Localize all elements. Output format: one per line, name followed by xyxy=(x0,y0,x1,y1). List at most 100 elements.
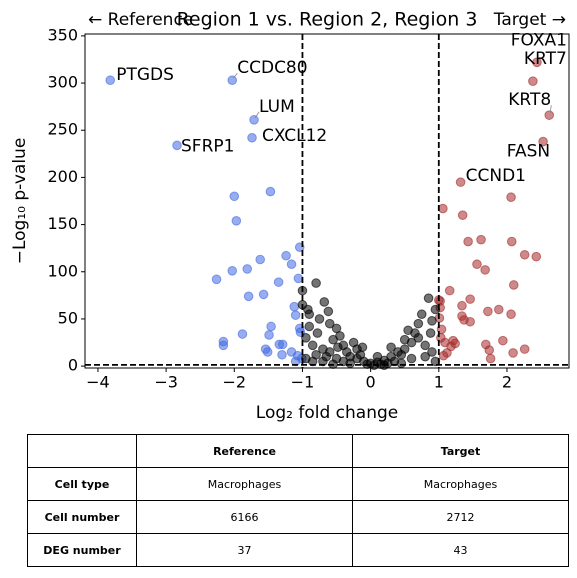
point xyxy=(423,293,434,303)
point xyxy=(519,344,530,354)
point xyxy=(243,291,254,302)
point xyxy=(396,358,407,369)
point xyxy=(416,309,427,320)
point xyxy=(508,348,518,358)
point xyxy=(273,277,284,287)
x-tick-label: −3 xyxy=(154,373,178,392)
point xyxy=(435,296,445,306)
gene-label: PTGDS xyxy=(116,65,174,85)
gene-label: KRT7 xyxy=(524,49,567,69)
gene-label: SFRP1 xyxy=(181,136,234,156)
gene-label: CCDC80 xyxy=(237,58,307,78)
point xyxy=(277,349,287,360)
point xyxy=(262,347,273,357)
leader-line xyxy=(549,105,552,114)
point xyxy=(508,280,519,290)
point xyxy=(396,349,407,360)
point xyxy=(249,115,259,125)
x-tick-label: 2 xyxy=(502,373,512,392)
point xyxy=(463,236,473,247)
point xyxy=(255,254,265,265)
point xyxy=(438,350,449,361)
x-tick-label: 0 xyxy=(366,373,376,392)
point xyxy=(258,289,269,300)
point xyxy=(323,306,334,317)
point xyxy=(444,285,455,296)
point xyxy=(480,265,490,275)
point xyxy=(465,316,475,327)
point xyxy=(211,274,222,285)
point xyxy=(476,234,486,245)
cell: Macrophages xyxy=(136,467,353,501)
point xyxy=(105,75,116,86)
point xyxy=(218,340,229,351)
y-tick-label: 350 xyxy=(47,25,78,44)
cell: Macrophages xyxy=(352,467,569,501)
point xyxy=(286,259,297,270)
point xyxy=(281,250,291,261)
point xyxy=(538,136,548,147)
point xyxy=(519,249,530,260)
point xyxy=(290,310,301,320)
point xyxy=(307,340,318,351)
gene-label: CXCL12 xyxy=(262,126,327,146)
point xyxy=(406,353,417,364)
cell: 43 xyxy=(352,533,569,567)
row-header: Cell number xyxy=(27,500,137,534)
plot-frame xyxy=(84,33,570,369)
point xyxy=(472,259,482,270)
point xyxy=(493,304,504,315)
gene-label: KRT8 xyxy=(508,90,551,110)
point xyxy=(265,186,276,197)
gene-label: LUM xyxy=(259,97,295,117)
point xyxy=(425,328,436,338)
point xyxy=(314,314,325,324)
point xyxy=(303,304,313,315)
leader-line xyxy=(254,111,260,119)
point xyxy=(506,309,516,320)
point xyxy=(446,341,456,352)
point xyxy=(413,318,424,329)
gene-label: CCND1 xyxy=(466,166,526,186)
row-header: DEG number xyxy=(27,533,137,567)
cell: 2712 xyxy=(352,500,569,534)
point xyxy=(237,329,248,339)
point xyxy=(544,110,555,120)
point xyxy=(498,335,508,346)
x-tick-label: −1 xyxy=(291,373,315,392)
point xyxy=(485,353,496,364)
point xyxy=(319,297,330,307)
y-tick-label: 200 xyxy=(47,167,78,186)
point xyxy=(484,345,495,355)
point xyxy=(506,236,517,247)
point xyxy=(465,294,475,304)
point xyxy=(229,191,240,202)
point xyxy=(457,210,468,220)
point xyxy=(528,76,538,86)
point xyxy=(264,330,274,340)
y-axis-label: −Log₁₀ p-value xyxy=(10,138,30,265)
point xyxy=(436,333,446,343)
gene-label: FOXA1 xyxy=(511,30,567,50)
gene-label: FASN xyxy=(507,142,550,162)
point xyxy=(410,328,420,338)
point xyxy=(312,328,323,338)
point xyxy=(289,301,300,312)
chart: Region 1 vs. Region 2, Region 3 ← Refere… xyxy=(10,9,570,423)
x-axis-label: Log₂ fold change xyxy=(256,403,398,423)
x-tick-label: −2 xyxy=(222,373,246,392)
point xyxy=(427,316,437,326)
point xyxy=(483,306,493,317)
point xyxy=(324,318,335,329)
point xyxy=(333,342,343,353)
point xyxy=(242,264,253,274)
point xyxy=(399,334,410,345)
y-tick-label: 250 xyxy=(47,120,78,139)
point xyxy=(457,300,467,311)
point xyxy=(357,342,368,353)
point xyxy=(372,351,383,362)
row-header: Cell type xyxy=(27,467,137,501)
point xyxy=(304,321,315,332)
point xyxy=(227,75,238,86)
